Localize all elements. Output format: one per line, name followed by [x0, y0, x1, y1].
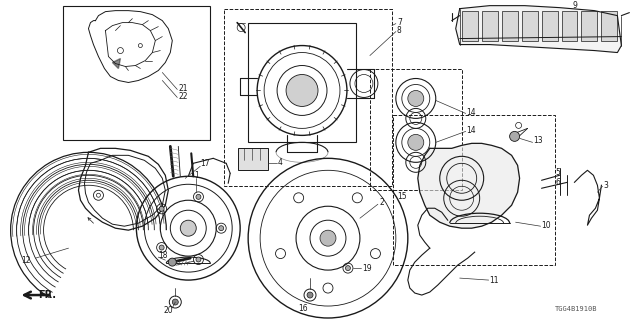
Text: 12: 12	[21, 256, 30, 265]
Circle shape	[219, 226, 224, 231]
Circle shape	[509, 132, 520, 141]
Text: 19: 19	[362, 264, 372, 273]
Bar	[482, 11, 498, 41]
Text: FR.: FR.	[38, 290, 56, 300]
Bar	[561, 11, 577, 41]
Circle shape	[320, 230, 336, 246]
Polygon shape	[418, 143, 520, 228]
Text: 10: 10	[541, 221, 551, 230]
Bar	[461, 11, 477, 41]
Text: 8: 8	[397, 26, 401, 35]
Text: 9: 9	[572, 1, 577, 10]
Circle shape	[168, 258, 176, 266]
Bar	[393, 116, 554, 265]
Text: 20: 20	[163, 306, 173, 315]
Text: 4: 4	[278, 158, 283, 167]
Text: 17: 17	[200, 159, 210, 168]
Text: 22: 22	[179, 92, 188, 101]
Circle shape	[286, 75, 318, 107]
Circle shape	[172, 299, 179, 305]
Polygon shape	[456, 6, 621, 52]
Text: 16: 16	[298, 304, 308, 313]
Bar	[238, 148, 268, 170]
Text: 13: 13	[534, 136, 543, 145]
Text: 1: 1	[194, 171, 198, 180]
Circle shape	[408, 134, 424, 150]
Circle shape	[408, 91, 424, 107]
Text: 6: 6	[556, 178, 561, 187]
Text: 7: 7	[397, 18, 402, 27]
Circle shape	[346, 266, 351, 271]
Text: TGG4B1910B: TGG4B1910B	[555, 306, 597, 312]
Bar	[502, 11, 518, 41]
Bar	[248, 23, 356, 142]
Circle shape	[159, 245, 164, 250]
Text: 2: 2	[380, 198, 385, 207]
Polygon shape	[113, 59, 120, 68]
Text: 11: 11	[490, 276, 499, 284]
Bar	[522, 11, 538, 41]
Circle shape	[196, 257, 201, 262]
Circle shape	[159, 206, 164, 211]
Bar	[224, 9, 392, 186]
Text: 3: 3	[604, 181, 608, 190]
Text: 18: 18	[158, 251, 168, 260]
Bar	[602, 11, 618, 41]
Circle shape	[180, 220, 196, 236]
Bar	[370, 68, 461, 190]
Text: 21: 21	[179, 84, 188, 93]
Bar	[63, 6, 210, 140]
Bar	[582, 11, 597, 41]
Text: 15: 15	[397, 192, 406, 201]
Circle shape	[307, 292, 313, 298]
Text: 5: 5	[556, 168, 561, 177]
Bar	[541, 11, 557, 41]
Text: 14: 14	[467, 108, 476, 117]
Circle shape	[196, 194, 201, 199]
Text: 14: 14	[467, 126, 476, 135]
